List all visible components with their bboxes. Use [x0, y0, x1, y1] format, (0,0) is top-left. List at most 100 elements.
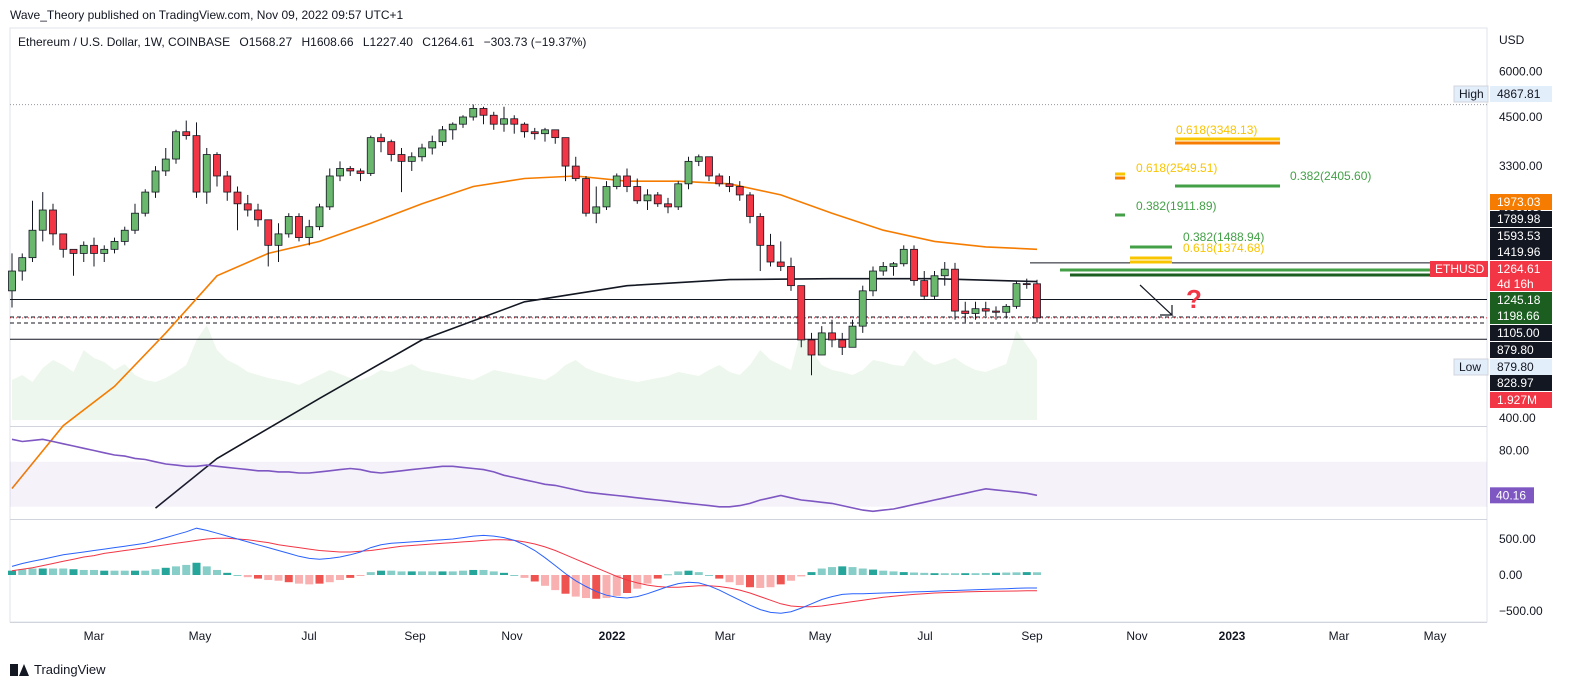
price-tag	[1490, 261, 1552, 277]
price-tag	[1490, 325, 1552, 341]
x-tick-label: May	[809, 629, 832, 643]
candle-body	[510, 118, 519, 125]
countdown-tag	[1490, 277, 1552, 291]
candle-body	[243, 203, 252, 211]
candle-body	[746, 194, 754, 217]
x-tick-label: May	[189, 629, 212, 643]
x-tick-label: Mar	[84, 629, 105, 643]
macd-histogram-bar	[643, 575, 652, 584]
macd-histogram-bar	[223, 572, 232, 575]
candle-body	[407, 156, 416, 162]
macd-histogram-bar	[992, 572, 1000, 575]
macd-histogram-bar	[633, 575, 642, 589]
price-tag	[1490, 342, 1552, 358]
macd-histogram-bar	[38, 568, 47, 575]
macd-histogram-bar	[869, 569, 877, 575]
price-tag-side-label: Low	[1459, 360, 1481, 374]
fib-level-label: 0.382(2405.60)	[1290, 169, 1371, 183]
macd-histogram-bar	[520, 575, 529, 578]
fib-level-label: 0.618(1374.68)	[1183, 241, 1264, 255]
macd-histogram-bar	[612, 575, 621, 596]
price-tag-label: 828.97	[1497, 376, 1534, 390]
candle-body	[448, 123, 457, 131]
tradingview-logo[interactable]: TradingView	[10, 662, 106, 677]
macd-histogram-bar	[161, 567, 170, 575]
candle-body	[930, 275, 939, 297]
macd-histogram-bar	[1012, 572, 1021, 575]
candle-body	[325, 175, 334, 208]
macd-histogram-bar	[418, 571, 426, 575]
y-tick-label: 400.00	[1499, 411, 1536, 425]
candle-body	[192, 135, 201, 193]
ohlc-close: C1264.61	[422, 35, 475, 49]
macd-histogram-bar	[243, 575, 252, 578]
x-tick-label: Sep	[1021, 629, 1043, 643]
macd-histogram-bar	[469, 569, 478, 575]
macd-histogram-bar	[151, 569, 160, 575]
x-tick-label: Mar	[1329, 629, 1350, 643]
y-tick-label: 6000.00	[1499, 64, 1543, 78]
candle-body	[879, 266, 888, 272]
candle-body	[418, 147, 426, 158]
ohlc-high: H1608.66	[301, 35, 354, 49]
ma50-line	[11, 175, 1038, 490]
price-tag-label: 4867.81	[1497, 87, 1541, 101]
price-tag	[1490, 292, 1552, 308]
macd-histogram-bar	[459, 570, 467, 575]
macd-histogram-bar	[715, 575, 724, 579]
x-tick-label: 2023	[1219, 629, 1246, 643]
price-tag	[1490, 392, 1552, 408]
macd-histogram-bar	[254, 575, 262, 579]
rsi-value-tag	[1490, 487, 1534, 504]
price-tag-label: 1264.61	[1497, 262, 1541, 276]
price-tag-label: 1245.18	[1497, 293, 1541, 307]
macd-histogram-bar	[602, 575, 611, 599]
candle-body	[940, 268, 949, 277]
candle-body	[705, 156, 713, 177]
candle-body	[28, 229, 37, 259]
candle-body	[1012, 283, 1021, 307]
candle-body	[284, 216, 293, 235]
x-tick-label: May	[1424, 629, 1447, 643]
macd-histogram-bar	[807, 572, 816, 575]
macd-histogram-bar	[100, 570, 109, 575]
macd-histogram-bar	[951, 573, 959, 575]
macd-histogram-bar	[858, 568, 867, 575]
macd-histogram-bar	[387, 570, 396, 575]
candle-body	[612, 175, 621, 187]
candle-body	[838, 339, 847, 348]
macd-histogram-bar	[571, 575, 580, 597]
macd-histogram-bar	[530, 575, 539, 582]
fib-level-label: 0.618(2549.51)	[1136, 161, 1217, 175]
price-tag-label: 1105.00	[1497, 326, 1540, 340]
candle-body	[592, 206, 601, 214]
macd-histogram-bar	[1002, 572, 1011, 575]
price-tag-label: 1419.96	[1497, 245, 1541, 259]
candle-body	[797, 285, 806, 341]
candle-body	[459, 116, 467, 125]
ohlc-low: L1227.40	[362, 35, 413, 49]
macd-histogram-bar	[756, 575, 765, 588]
macd-histogram-bar	[49, 568, 57, 575]
candle-body	[735, 186, 744, 196]
candle-body	[653, 194, 662, 205]
macd-histogram-bar	[305, 575, 314, 585]
countdown-label: 4d 16h	[1497, 277, 1534, 291]
price-tag-label: 1789.98	[1497, 212, 1541, 226]
candle-body	[110, 241, 119, 250]
macd-histogram-bar	[110, 570, 119, 575]
x-tick-label: Nov	[501, 629, 522, 643]
price-tag	[1490, 86, 1552, 102]
macd-histogram-bar	[889, 571, 898, 575]
question-annotation: ?	[1186, 284, 1202, 314]
price-tag	[1490, 211, 1552, 227]
candle-body	[602, 186, 611, 208]
macd-histogram-bar	[397, 571, 406, 575]
candle-body	[899, 248, 908, 265]
price-change: −303.73 (−19.37%)	[483, 35, 587, 49]
tradingview-logo-text: TradingView	[34, 662, 106, 677]
macd-histogram-bar	[1022, 572, 1031, 575]
candle-body	[961, 310, 970, 314]
tradingview-logo-icon	[10, 663, 29, 676]
